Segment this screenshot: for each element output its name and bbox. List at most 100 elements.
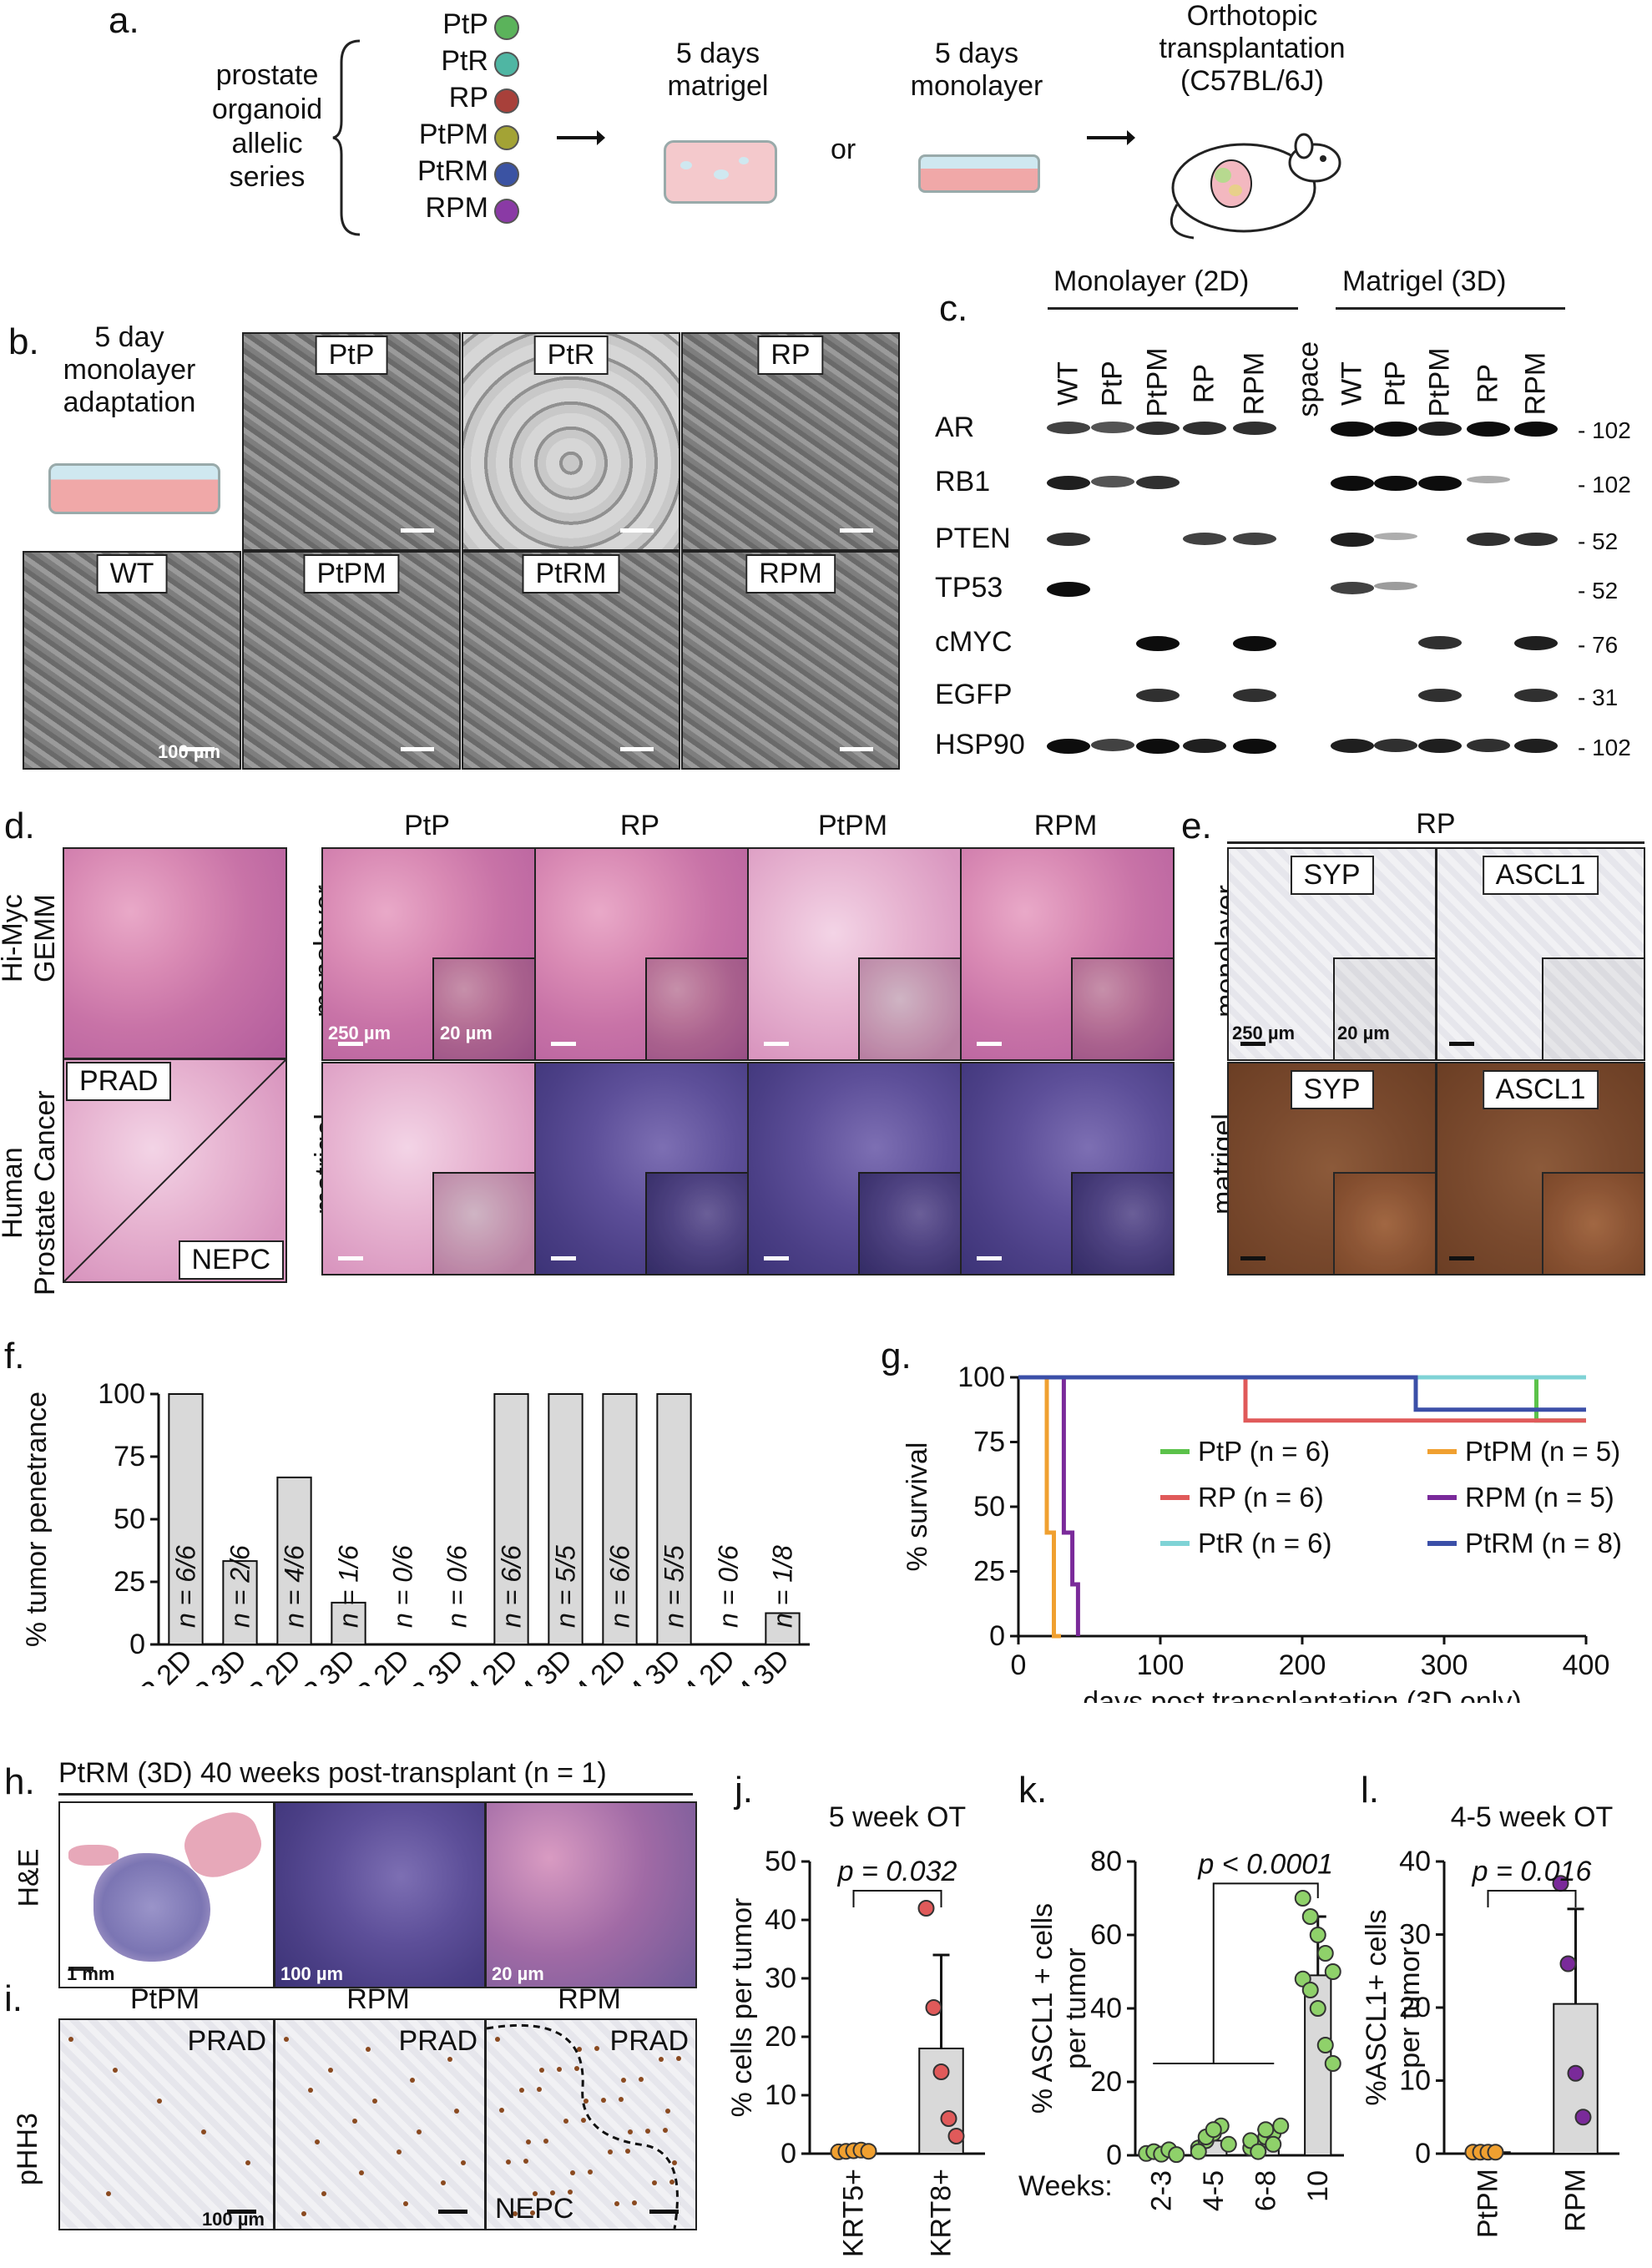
positive-nucleus — [352, 2119, 357, 2124]
inset-zoom — [1071, 957, 1173, 1059]
positive-nucleus — [523, 2159, 528, 2164]
band — [1514, 739, 1558, 753]
region-tag: PRAD — [609, 2025, 689, 2057]
bar-annotation: n = 5/5 — [659, 1545, 690, 1628]
arrow-icon — [557, 130, 605, 145]
data-point — [1205, 2121, 1222, 2139]
band — [1233, 636, 1276, 651]
x-tick-label: KRT5+ — [838, 2169, 870, 2257]
panel-e-header: RP — [1416, 808, 1456, 840]
y-tick-label: 0 — [989, 1620, 1005, 1652]
positive-nucleus — [628, 2129, 633, 2134]
data-point — [1265, 2135, 1282, 2153]
significance-bracket — [852, 1890, 942, 1907]
bar-annotation: n = 6/6 — [171, 1545, 201, 1628]
group-underline — [1336, 307, 1565, 310]
data-point — [917, 1900, 935, 1917]
genotype-tag: PtP — [315, 336, 388, 375]
band — [1233, 422, 1276, 435]
micrograph-tile — [321, 1062, 536, 1275]
panel-b-label: b. — [8, 321, 39, 362]
scalebar — [1449, 1042, 1474, 1046]
scalebar — [338, 1256, 363, 1260]
x-tick-label: 400 — [1563, 1649, 1610, 1681]
lane-label: RPM — [1519, 351, 1552, 416]
y-tick-label: 0 — [781, 2138, 796, 2170]
positive-nucleus — [519, 2088, 524, 2093]
panel-e-label: e. — [1181, 806, 1212, 846]
survival-line — [1018, 1375, 1586, 1423]
row-label-phh3: pHH3 — [11, 2113, 43, 2186]
nepc-boundary — [487, 2023, 679, 2229]
region-tag: PRAD — [187, 2025, 266, 2057]
legend-label: RP (n = 6) — [1198, 1482, 1324, 1513]
scalebar — [227, 2210, 256, 2214]
y-tick-label: 50 — [765, 1846, 796, 1877]
legend-label: PtP (n = 6) — [1198, 1436, 1330, 1467]
inset-zoom — [1542, 1172, 1644, 1274]
step-monolayer: 5 days monolayer — [910, 38, 1043, 103]
positive-nucleus — [570, 2170, 575, 2175]
positive-nucleus — [669, 2180, 674, 2185]
allele-name: RPM — [425, 192, 488, 224]
micrograph-tile: ASCL1 — [1436, 847, 1645, 1061]
lane-label: PtPM — [1141, 347, 1174, 417]
scalebar-label: 100 µm — [201, 2209, 265, 2230]
bar-annotation: n = 1/6 — [334, 1545, 364, 1628]
micrograph-tile: RP — [681, 332, 900, 551]
x-tick-label: 200 — [1279, 1649, 1326, 1681]
y-tick-label: 40 — [1090, 1993, 1122, 2024]
group-matrigel-label: Matrigel (3D) — [1342, 265, 1507, 297]
genotype-tag: PtPM — [303, 554, 400, 594]
band — [1467, 739, 1510, 752]
positive-nucleus — [201, 2129, 206, 2134]
data-point — [1190, 2143, 1207, 2160]
micrograph-tile: SYP — [1227, 1062, 1437, 1275]
data-point — [947, 2128, 965, 2144]
scalebar-label: 20 µm — [492, 1963, 544, 1984]
mw-marker: - 102 — [1578, 472, 1631, 498]
scalebar — [977, 1256, 1002, 1260]
mouse-icon — [1170, 133, 1341, 240]
protein-label: RB1 — [935, 466, 991, 498]
y-axis-label: % survival — [902, 1442, 933, 1572]
band — [1091, 422, 1134, 433]
inset-zoom — [645, 1172, 747, 1274]
panel-k-label: k. — [1018, 1770, 1048, 1811]
scalebar-label: 20 µm — [1337, 1023, 1390, 1043]
x-tick-label: 4-5 — [1198, 2170, 1230, 2211]
x-tick-label: PtP 2D — [114, 1644, 200, 1686]
band — [1514, 422, 1558, 437]
band — [1136, 739, 1180, 754]
data-point — [1168, 2146, 1185, 2164]
allele-name: PtR — [441, 45, 488, 77]
positive-nucleus — [530, 2210, 535, 2215]
data-point — [1309, 2000, 1326, 2017]
group-monolayer-label: Monolayer (2D) — [1053, 265, 1250, 297]
positive-nucleus — [614, 2201, 619, 2206]
positive-nucleus — [526, 2139, 531, 2144]
column-label: RPM — [1033, 810, 1098, 841]
bar — [493, 1393, 529, 1645]
series-title-line: prostate — [215, 59, 319, 91]
bar-annotation: n = 0/6 — [442, 1545, 472, 1628]
y-axis-label: % cells per tumor — [726, 1898, 758, 2118]
scalebar-label: 250 µm — [328, 1023, 392, 1043]
x-tick-label: RPM — [1560, 2169, 1592, 2232]
mw-marker: - 52 — [1578, 528, 1619, 554]
micrograph-tile: 250 µm 20 µm — [321, 847, 536, 1061]
scalebar — [977, 1042, 1002, 1046]
organoid-icon — [494, 125, 519, 150]
bar — [331, 1601, 366, 1645]
legend-label: PtPM (n = 5) — [1465, 1436, 1620, 1467]
micrograph-tile: PtRM — [462, 551, 680, 770]
band — [1183, 533, 1226, 545]
micrograph-tile: PRAD — [274, 2018, 486, 2230]
y-tick-label: 20 — [765, 2021, 796, 2053]
band — [1136, 476, 1180, 489]
positive-nucleus — [454, 2109, 459, 2114]
micrograph-tile: PRAD NEPC — [485, 2018, 697, 2230]
bar-annotation: n = 5/5 — [551, 1545, 581, 1628]
band — [1467, 533, 1510, 546]
positive-nucleus — [594, 2046, 599, 2051]
